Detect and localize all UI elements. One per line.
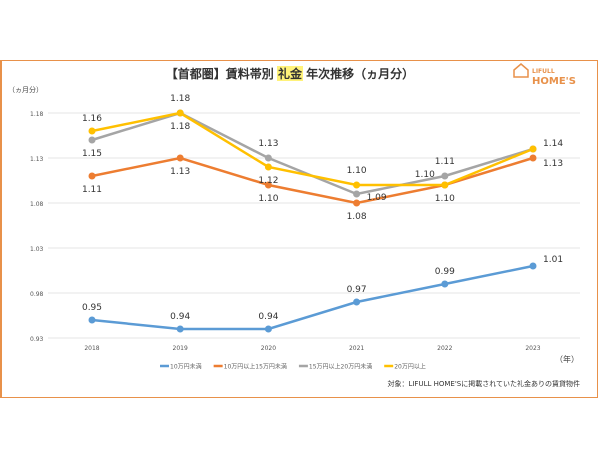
logo-line2: HOME'S <box>532 76 576 87</box>
series-line <box>91 111 534 187</box>
data-label: 1.18 <box>170 94 190 104</box>
data-label: 1.09 <box>367 193 387 203</box>
data-point <box>176 154 184 162</box>
data-label: 0.95 <box>82 303 102 313</box>
data-point <box>353 298 361 306</box>
data-point <box>529 262 537 270</box>
data-point <box>264 181 272 189</box>
data-label: 1.11 <box>435 157 455 167</box>
data-label: 0.97 <box>347 285 367 295</box>
y-tick-label: 0.98 <box>30 291 44 298</box>
data-point <box>264 325 272 333</box>
y-tick-label: 0.93 <box>30 336 44 343</box>
data-label: 1.13 <box>543 159 563 169</box>
data-label: 1.12 <box>258 176 278 186</box>
data-label: 1.15 <box>82 149 102 159</box>
data-point <box>441 280 449 288</box>
data-label: 1.10 <box>258 194 278 204</box>
chart-frame <box>0 60 598 398</box>
x-tick-label: 2020 <box>261 345 276 352</box>
y-axis-label: （ヵ月分） <box>8 85 43 94</box>
data-point <box>529 145 537 153</box>
data-label: 1.01 <box>543 255 563 265</box>
data-point <box>264 163 272 171</box>
data-label: 0.94 <box>170 312 190 322</box>
x-tick-label: 2018 <box>84 345 99 352</box>
legend-label: 20万円以上 <box>394 363 426 371</box>
data-point <box>353 181 361 189</box>
series-line <box>91 264 534 331</box>
series-line <box>91 111 534 196</box>
legend-label: 10万円未満 <box>170 363 202 371</box>
data-point <box>353 190 361 198</box>
data-point <box>88 136 96 144</box>
data-label: 1.08 <box>347 212 367 222</box>
y-tick-label: 1.18 <box>30 111 44 118</box>
data-point <box>88 172 96 180</box>
data-point <box>441 172 449 180</box>
x-tick-label: 2019 <box>173 345 188 352</box>
series-line <box>91 156 534 205</box>
data-label: 1.13 <box>258 139 278 149</box>
data-point <box>176 109 184 117</box>
data-label: 1.13 <box>170 167 190 177</box>
house-icon <box>513 63 529 78</box>
y-tick-label: 1.08 <box>30 201 44 208</box>
source-note: 対象：LIFULL HOME'Sに掲載されていた礼金ありの賃貸物件 <box>387 379 580 388</box>
x-tick-label: 2022 <box>437 345 452 352</box>
logo: LIFULL HOME'S <box>513 63 576 87</box>
data-label: 0.94 <box>258 312 278 322</box>
data-label: 1.18 <box>170 122 190 132</box>
data-point <box>441 181 449 189</box>
logo-line1: LIFULL <box>532 68 555 75</box>
data-label: 1.16 <box>82 114 102 124</box>
title-highlight <box>276 66 304 81</box>
data-point <box>264 154 272 162</box>
x-axis-label: （年） <box>555 354 579 364</box>
chart-title: 【首都圏】賃料帯別 礼金 年次推移（ヵ月分） <box>166 66 414 81</box>
data-label: 1.11 <box>82 185 102 195</box>
data-point <box>88 316 96 324</box>
x-tick-label: 2021 <box>349 345 364 352</box>
legend-label: 15万円以上20万円未満 <box>309 363 372 371</box>
data-point <box>88 127 96 135</box>
data-point <box>353 199 361 207</box>
y-tick-label: 1.13 <box>30 156 44 163</box>
data-label: 1.10 <box>347 166 367 176</box>
x-tick-label: 2023 <box>525 345 540 352</box>
data-label: 1.10 <box>435 194 455 204</box>
data-label: 0.99 <box>435 267 455 277</box>
data-label: 1.10 <box>415 170 435 180</box>
data-point <box>176 325 184 333</box>
data-label: 1.14 <box>543 139 563 149</box>
y-tick-label: 1.03 <box>30 246 44 253</box>
data-point <box>529 154 537 162</box>
legend-label: 10万円以上15万円未満 <box>224 363 287 371</box>
